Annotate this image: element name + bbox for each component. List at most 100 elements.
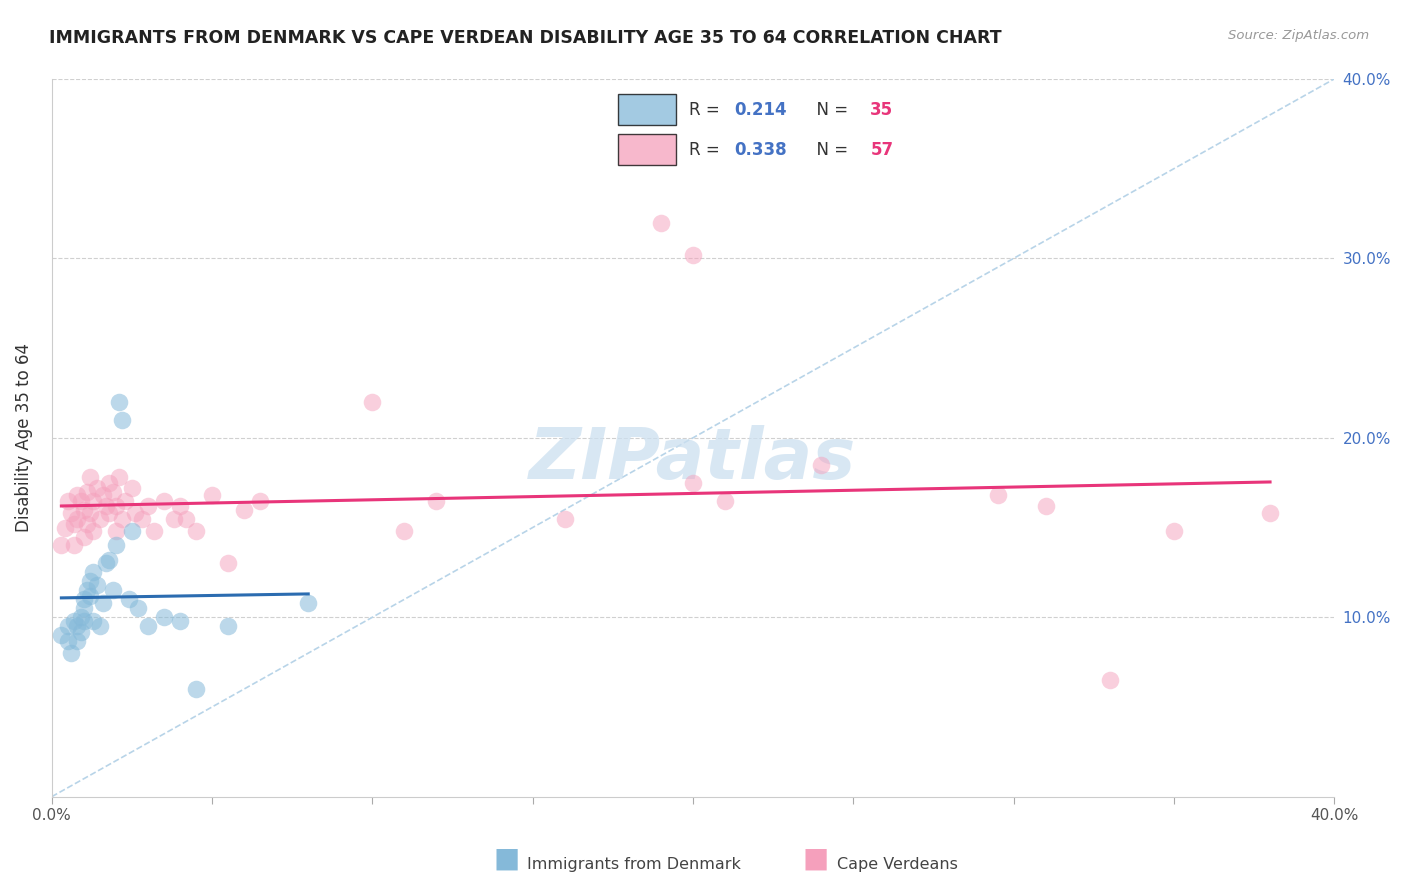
Text: Immigrants from Denmark: Immigrants from Denmark (527, 857, 741, 872)
Text: N =: N = (806, 101, 853, 119)
Point (394, 524, 416, 538)
Point (1098, 673, 1121, 687)
Point (66, 633, 89, 648)
Point (104, 499, 127, 513)
Point (76, 583, 98, 598)
Point (82, 493, 104, 508)
Point (73, 502, 96, 516)
Point (184, 524, 207, 538)
Point (101, 484, 124, 499)
Legend: R = 0.214   N = 35, R = 0.338   N = 57: R = 0.214 N = 35, R = 0.338 N = 57 (627, 95, 875, 178)
Point (108, 395, 131, 409)
Point (69, 493, 91, 508)
Point (66, 511, 89, 525)
Point (554, 511, 576, 525)
Point (111, 413, 134, 427)
Point (986, 488, 1008, 502)
Point (121, 481, 143, 495)
Point (82, 614, 104, 628)
Point (98, 553, 121, 567)
Point (714, 493, 737, 508)
Point (79, 574, 101, 589)
Point (118, 592, 141, 607)
Point (98, 506, 121, 520)
Point (51, 628, 73, 642)
Point (1258, 506, 1281, 520)
Text: Cape Verdeans: Cape Verdeans (837, 857, 957, 872)
Point (53, 520, 76, 534)
Point (124, 506, 146, 520)
Text: ■: ■ (494, 845, 519, 872)
Point (56, 619, 79, 633)
Point (59, 506, 82, 520)
Point (136, 499, 159, 513)
Text: ■: ■ (803, 845, 828, 872)
Point (233, 502, 256, 516)
Point (111, 511, 134, 525)
Point (69, 624, 91, 639)
Point (73, 614, 96, 628)
Point (79, 506, 101, 520)
Point (96, 557, 118, 571)
Point (66, 619, 89, 633)
Point (89, 619, 111, 633)
Text: R =: R = (689, 141, 725, 159)
Point (66, 488, 89, 502)
FancyBboxPatch shape (619, 134, 676, 165)
Text: IMMIGRANTS FROM DENMARK VS CAPE VERDEAN DISABILITY AGE 35 TO 64 CORRELATION CHAR: IMMIGRANTS FROM DENMARK VS CAPE VERDEAN … (49, 29, 1002, 46)
Text: 0.338: 0.338 (734, 141, 787, 159)
Text: 0.214: 0.214 (734, 101, 787, 119)
Point (101, 583, 124, 598)
Point (201, 488, 224, 502)
Point (682, 475, 704, 490)
Text: ZIPatlas: ZIPatlas (529, 425, 856, 494)
Point (217, 557, 239, 571)
Point (51, 539, 73, 553)
Point (217, 619, 239, 633)
Point (249, 493, 271, 508)
Point (96, 499, 118, 513)
Point (91, 596, 114, 610)
Point (104, 539, 127, 553)
Point (136, 619, 159, 633)
Text: 35: 35 (870, 101, 893, 119)
Point (76, 484, 98, 499)
Point (169, 614, 191, 628)
Point (162, 511, 184, 525)
Point (104, 524, 127, 538)
Point (108, 470, 131, 484)
Point (86, 578, 108, 592)
Point (131, 511, 153, 525)
Point (153, 493, 176, 508)
Point (91, 488, 114, 502)
Point (184, 681, 207, 696)
Point (143, 524, 166, 538)
Point (73, 529, 96, 543)
Point (86, 481, 108, 495)
Point (73, 601, 96, 615)
Point (1163, 524, 1185, 538)
Text: 57: 57 (870, 141, 893, 159)
Point (425, 493, 447, 508)
Point (810, 458, 832, 472)
Point (82, 524, 104, 538)
Point (63, 614, 86, 628)
Point (73, 592, 96, 607)
Point (176, 511, 198, 525)
Point (361, 395, 384, 409)
Point (1035, 499, 1057, 513)
Y-axis label: Disability Age 35 to 64: Disability Age 35 to 64 (15, 343, 32, 533)
Point (127, 601, 149, 615)
Point (79, 470, 101, 484)
Point (69, 610, 91, 624)
Point (114, 493, 136, 508)
Point (121, 524, 143, 538)
Point (89, 511, 111, 525)
Point (650, 215, 672, 229)
Point (63, 516, 86, 531)
Point (59, 646, 82, 660)
Point (82, 566, 104, 580)
Point (56, 493, 79, 508)
FancyBboxPatch shape (619, 94, 676, 125)
Text: R =: R = (689, 101, 725, 119)
